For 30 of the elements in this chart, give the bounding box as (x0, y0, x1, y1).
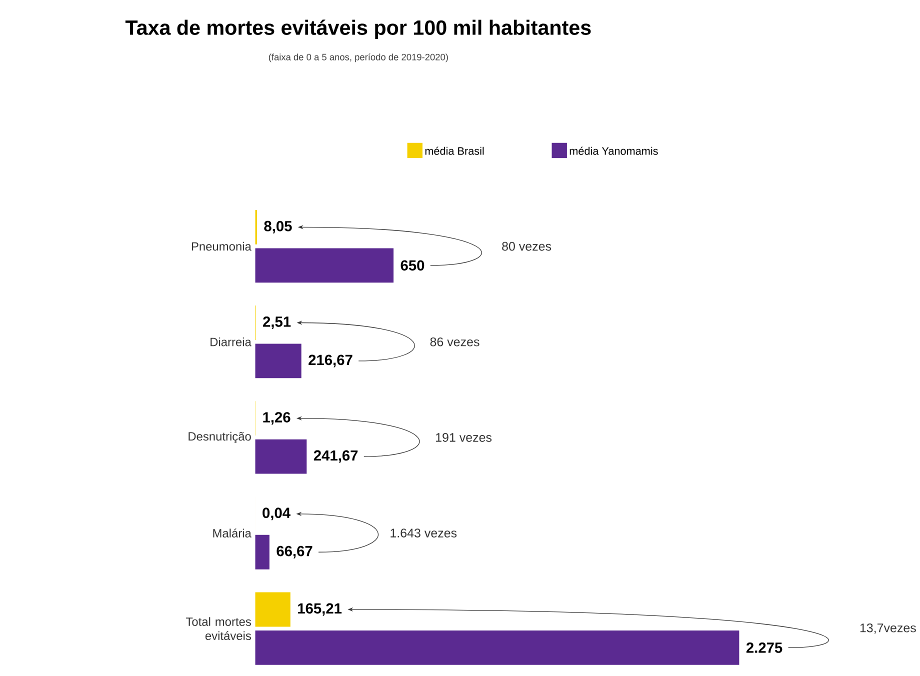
data-label: 66,67 (276, 546, 312, 558)
chart-subtitle: (faixa de 0 a 5 anos, período de 2019-2020) (268, 53, 448, 62)
bar (255, 630, 740, 665)
legend-label: média Yanomamis (570, 146, 658, 155)
bar (255, 439, 307, 474)
bar (255, 534, 270, 570)
bar (255, 592, 290, 627)
data-label: 241,67 (314, 450, 358, 463)
chart-title: Taxa de mortes evitáveis por 100 mil habitantes (125, 19, 591, 39)
legend-label: média Brasil (425, 146, 484, 155)
annotation: 86 vezes (430, 337, 480, 346)
data-label: 8,05 (264, 220, 292, 234)
annotation: 191 vezes (436, 432, 492, 442)
y-tick-label: Malária (213, 528, 252, 538)
y-tick-label: Total mortes evitáveis (186, 616, 251, 640)
data-label: 216,67 (308, 354, 352, 368)
bar (255, 344, 302, 378)
data-label: 1,26 (263, 412, 290, 424)
data-label: 2.275 (746, 642, 782, 653)
annotation: 80 vezes (502, 242, 552, 251)
y-tick-label: Diarreia (210, 337, 252, 346)
text: 13,7vezes (860, 623, 916, 634)
bar (255, 248, 394, 282)
annotation: 1.643 vezes (390, 528, 457, 538)
data-label: 650 (400, 260, 424, 270)
data-label: 165,21 (298, 603, 342, 616)
data-label: 0,04 (262, 507, 290, 520)
data-label: 2,51 (263, 316, 291, 329)
y-tick-label: Desnutrição (188, 432, 251, 443)
y-tick-label: Pneumonia (192, 242, 252, 250)
